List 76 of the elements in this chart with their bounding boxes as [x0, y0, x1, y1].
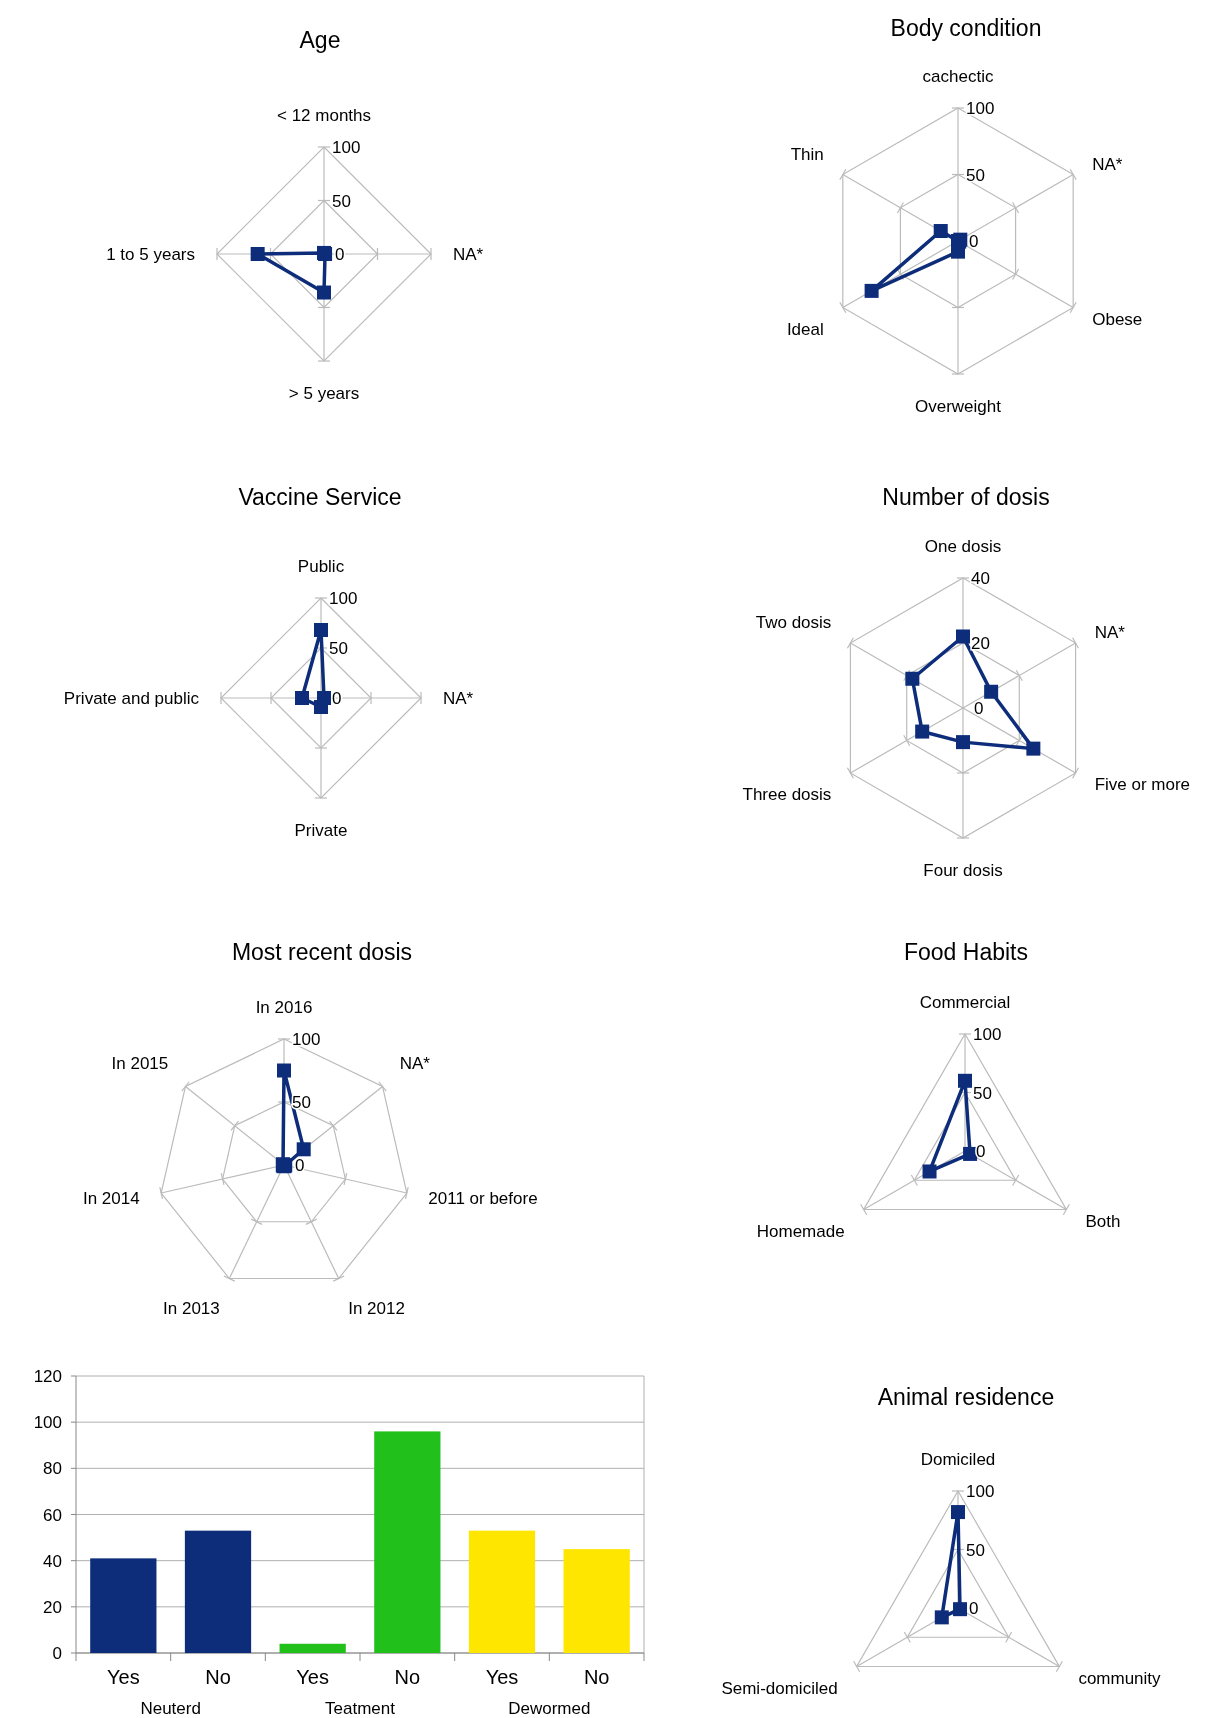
- chart-title: Age: [299, 27, 341, 53]
- x-tick-label: Yes: [485, 1666, 519, 1688]
- spoke-label: In 2016: [255, 998, 313, 1017]
- y-tick-label: 0: [969, 1599, 979, 1618]
- y-tick-label: 100: [33, 1413, 62, 1433]
- chart-title: Vaccine Service: [238, 484, 402, 510]
- spoke-label: Four dosis: [923, 861, 1003, 880]
- y-tick-label: 100: [973, 1025, 1002, 1044]
- y-tick-label: 100: [329, 589, 358, 608]
- y-tick-label: 0: [332, 689, 342, 708]
- spoke-label: Private and public: [63, 689, 200, 708]
- spoke-label: Semi-domiciled: [721, 1678, 838, 1698]
- spoke-label: > 5 years: [288, 384, 360, 403]
- y-tick-label: 50: [292, 1093, 311, 1112]
- spoke-label: Five or more: [1094, 775, 1191, 794]
- x-tick-label: No: [583, 1666, 610, 1688]
- spoke-label: Private: [294, 821, 348, 840]
- chart-title: Food Habits: [903, 939, 1029, 965]
- spoke-label: NA*: [443, 689, 474, 708]
- y-tick-label: 20: [971, 634, 990, 653]
- spoke-label: NA*: [1092, 154, 1123, 174]
- chart-title: Number of dosis: [882, 484, 1050, 510]
- spoke-label: 2011 or before: [428, 1188, 538, 1208]
- x-tick-label: Yes: [107, 1666, 140, 1688]
- spoke-label: One dosis: [924, 537, 1002, 556]
- chart-title: Animal residence: [877, 1384, 1055, 1410]
- y-tick-label: 40: [43, 1551, 62, 1571]
- y-tick-label: 50: [332, 191, 351, 211]
- spoke-label: 1 to 5 years: [106, 245, 195, 264]
- spoke-label: In 2014: [82, 1188, 140, 1208]
- chart-title: Most recent dosis: [231, 939, 413, 965]
- spoke-label: In 2012: [348, 1299, 405, 1319]
- spoke-label: Domiciled: [920, 1450, 996, 1469]
- x-tick-label: No: [205, 1666, 231, 1688]
- x-tick-label: No: [394, 1666, 421, 1688]
- spoke-label: Public: [297, 557, 345, 576]
- spoke-label: Commercial: [919, 993, 1011, 1012]
- y-tick-label: 50: [329, 639, 348, 658]
- y-tick-label: 0: [969, 232, 979, 251]
- y-tick-label: 120: [33, 1367, 62, 1386]
- y-tick-label: 100: [332, 138, 361, 157]
- y-tick-label: 100: [966, 1482, 995, 1501]
- chart-title: Body condition: [890, 15, 1042, 41]
- spoke-label: Both: [1085, 1211, 1121, 1231]
- spoke-label: Overweight: [915, 397, 1002, 416]
- spoke-label: Ideal: [786, 319, 824, 339]
- spoke-label: cachectic: [922, 67, 994, 86]
- spoke-label: In 2013: [163, 1299, 220, 1319]
- y-tick-label: 100: [292, 1030, 321, 1049]
- spoke-label: Homemade: [756, 1221, 845, 1241]
- text: Neuterd: [140, 1699, 201, 1718]
- y-tick-label: 60: [43, 1505, 62, 1525]
- y-tick-label: 0: [974, 699, 984, 718]
- spoke-label: community: [1078, 1668, 1162, 1688]
- x-tick-label: Yes: [296, 1666, 329, 1688]
- spoke-label: Two dosis: [755, 613, 832, 632]
- y-tick-label: 40: [971, 569, 990, 588]
- y-tick-label: 50: [973, 1083, 992, 1103]
- y-tick-label: 50: [966, 1540, 985, 1560]
- y-tick-label: 0: [335, 245, 345, 264]
- y-tick-label: 80: [43, 1459, 62, 1479]
- spoke-label: NA*: [399, 1053, 431, 1073]
- y-tick-label: 50: [966, 165, 985, 185]
- spoke-label: In 2015: [111, 1053, 169, 1073]
- spoke-label: Obese: [1092, 309, 1143, 329]
- spoke-label: Three dosis: [742, 785, 832, 804]
- spoke-label: NA*: [1094, 623, 1126, 642]
- spoke-label: Thin: [790, 144, 824, 164]
- y-tick-label: 0: [295, 1156, 305, 1175]
- text: Dewormed: [508, 1699, 591, 1718]
- y-tick-label: 20: [43, 1597, 62, 1617]
- text: Teatment: [325, 1699, 396, 1718]
- spoke-label: < 12 months: [276, 106, 372, 125]
- spoke-label: NA*: [453, 245, 484, 264]
- y-tick-label: 100: [966, 99, 995, 118]
- y-tick-label: 0: [52, 1644, 62, 1663]
